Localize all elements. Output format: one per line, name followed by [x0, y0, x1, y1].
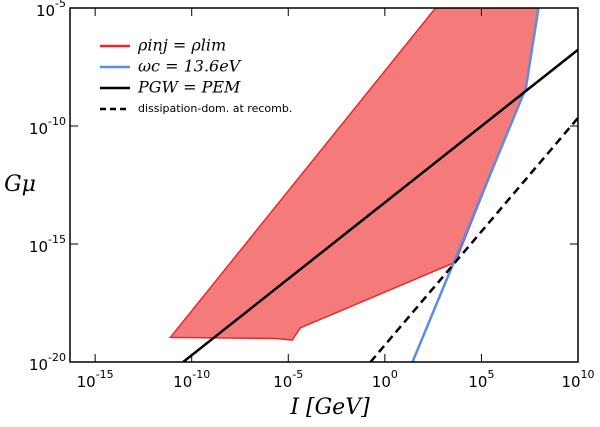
legend-label: ωc = 13.6eV: [138, 57, 242, 76]
y-tick-label: 10-20: [29, 351, 66, 374]
x-axis-label: I [GeV]: [289, 395, 370, 420]
x-tick-label: 10-5: [273, 368, 303, 391]
x-tick-label: 10-15: [77, 368, 114, 391]
y-axis-label: Gμ: [4, 172, 36, 197]
plot-area: [168, 8, 578, 362]
line: [369, 117, 578, 362]
x-tick-label: 10-10: [173, 368, 210, 391]
x-tick-label: 1010: [561, 368, 594, 391]
x-tick-label: 105: [468, 368, 494, 391]
y-tick-label: 10-5: [36, 0, 66, 20]
legend-label: dissipation-dom. at recomb.: [138, 102, 292, 115]
y-tick-label: 10-10: [29, 115, 66, 138]
axes-frame: [69, 7, 579, 363]
line: [411, 8, 540, 362]
legend-label: PGW = PEM: [137, 78, 241, 97]
line: [182, 48, 578, 362]
x-tick-label: 100: [372, 368, 398, 391]
y-tick-label: 10-15: [29, 233, 66, 256]
legend-label: ρinj = ρlim: [137, 36, 226, 55]
